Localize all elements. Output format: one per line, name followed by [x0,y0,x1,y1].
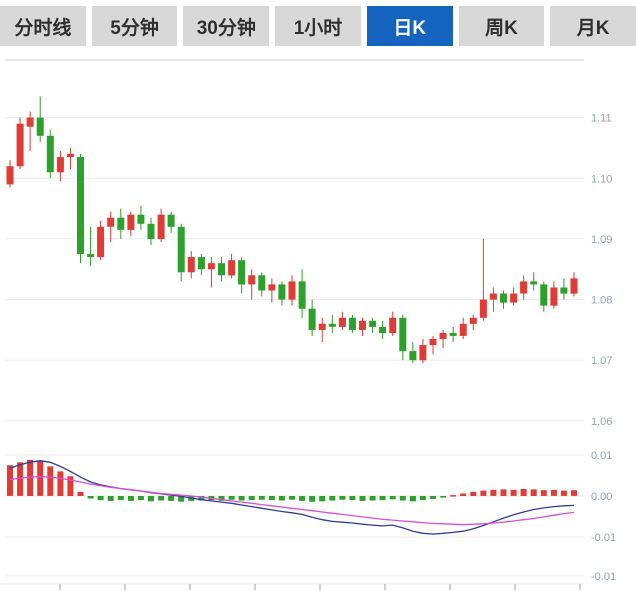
svg-text:0.01: 0.01 [591,450,612,462]
svg-text:-0.01: -0.01 [591,532,616,544]
svg-text:1.10: 1.10 [591,173,612,185]
svg-text:1.11: 1.11 [591,113,612,125]
svg-text:1.07: 1.07 [591,355,612,367]
tab-30min[interactable]: 30分钟 [183,6,270,46]
tab-monthly-k[interactable]: 月K [550,6,636,46]
tab-1hour[interactable]: 1小时 [275,6,361,46]
svg-text:-0.01: -0.01 [591,571,616,583]
tab-5min[interactable]: 5分钟 [91,6,178,46]
timeframe-tabbar: 分时线 5分钟 30分钟 1小时 日K 周K 月K [0,0,636,52]
svg-text:1.06: 1.06 [591,416,612,428]
kline-chart[interactable]: 1.11 1.10 1.09 1.08 1.07 1.06 0.01 0.00 -0.01 -0.… [0,52,636,591]
chart-area: 1.11 1.10 1.09 1.08 1.07 1.06 0.01 0.00 -0.01 -0.… [0,52,636,591]
svg-text:0.00: 0.00 [591,491,612,503]
tab-weekly-k[interactable]: 周K [458,6,545,46]
svg-text:1.09: 1.09 [591,234,612,246]
tab-timeline[interactable]: 分时线 [0,6,86,46]
tab-daily-k[interactable]: 日K [366,6,453,46]
svg-text:1.08: 1.08 [591,295,612,307]
